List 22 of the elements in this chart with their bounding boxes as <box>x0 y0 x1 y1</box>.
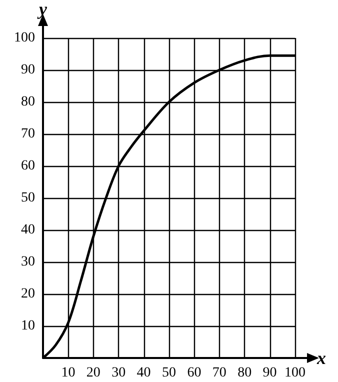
x-tick-label: 40 <box>136 366 151 380</box>
x-tick-label: 30 <box>112 366 126 380</box>
y-tick-label: 90 <box>21 62 35 78</box>
x-tick-label: 70 <box>212 366 226 380</box>
x-tick-label: 60 <box>187 366 202 380</box>
y-tick-label: 40 <box>21 222 35 238</box>
y-tick-label: 80 <box>21 94 35 110</box>
y-axis-title: y <box>37 0 48 19</box>
x-tick-label: 80 <box>238 366 252 380</box>
x-axis-title: x <box>316 348 326 368</box>
y-tick-label: 60 <box>21 158 35 174</box>
y-tick-label: 50 <box>21 190 35 206</box>
x-tick-label: 50 <box>162 366 176 380</box>
x-tick-label: 90 <box>262 366 277 380</box>
y-tick-label: 70 <box>21 126 35 142</box>
y-tick-label: 100 <box>14 30 35 46</box>
x-tick-label: 20 <box>86 366 100 380</box>
y-tick-label: 10 <box>21 318 35 334</box>
x-tick-label: 100 <box>284 366 306 380</box>
x-tick-label: 10 <box>61 366 76 380</box>
y-tick-label: 30 <box>21 254 35 270</box>
y-tick-label: 20 <box>21 286 35 302</box>
